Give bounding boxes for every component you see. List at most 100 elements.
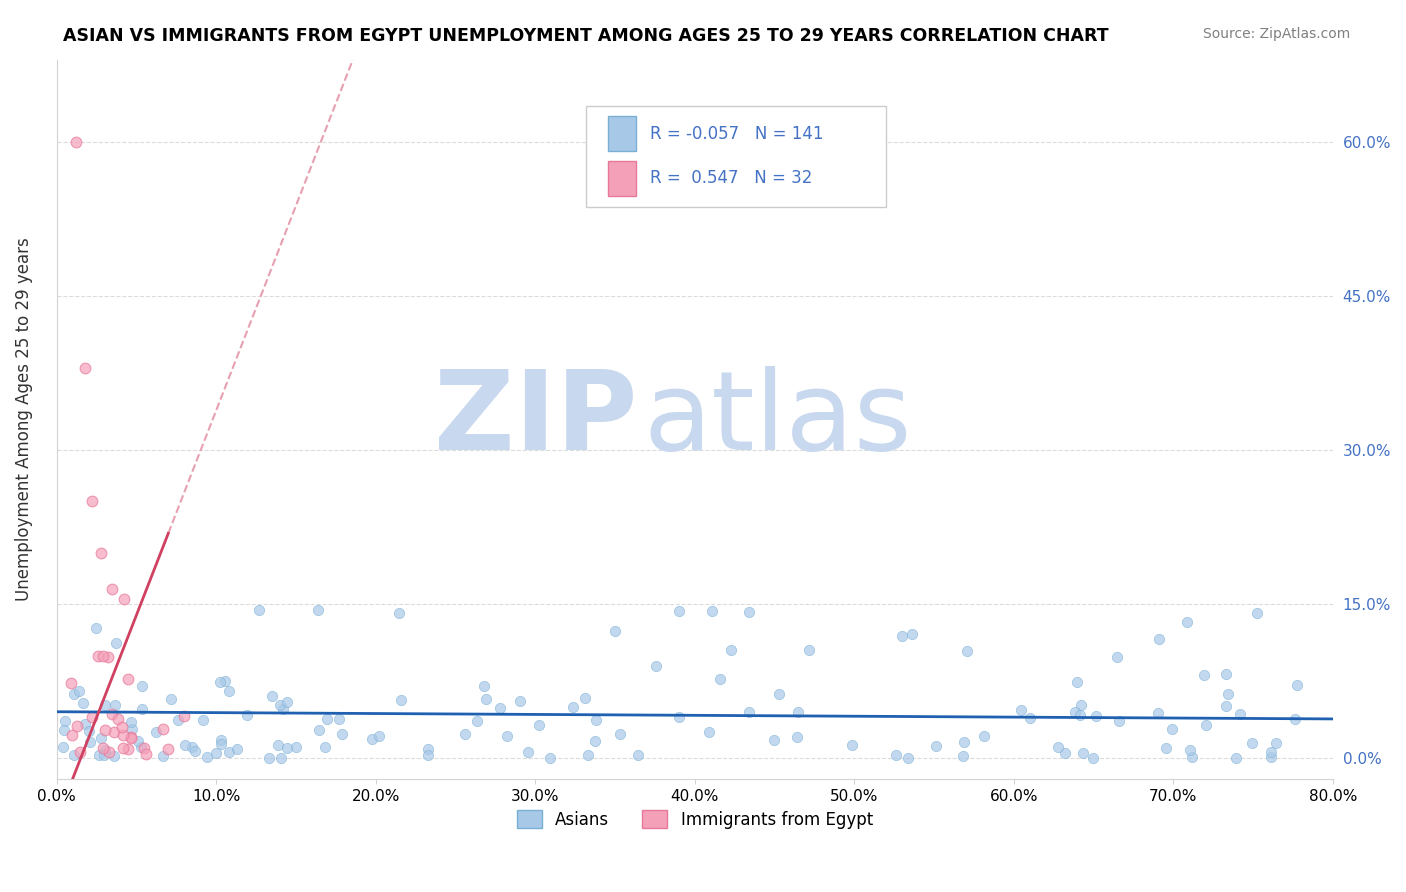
Point xyxy=(1265,736,1288,750)
Point xyxy=(627,748,650,763)
Point xyxy=(167,713,190,727)
Point xyxy=(77,724,100,739)
Point xyxy=(127,734,149,748)
Point xyxy=(131,679,153,693)
Point xyxy=(160,692,183,706)
Point xyxy=(107,712,129,726)
Point xyxy=(183,744,205,758)
Point xyxy=(1156,740,1178,755)
Point xyxy=(841,738,863,752)
Point xyxy=(93,740,115,755)
Point xyxy=(786,730,808,744)
Point xyxy=(267,738,290,752)
FancyBboxPatch shape xyxy=(607,117,636,151)
Point xyxy=(271,702,294,716)
Point xyxy=(529,718,551,732)
Point xyxy=(901,626,924,640)
Point xyxy=(495,729,517,743)
Point xyxy=(1070,698,1092,712)
Point xyxy=(474,691,496,706)
Point xyxy=(111,720,134,734)
Point xyxy=(152,722,174,736)
Point xyxy=(367,729,389,743)
Point xyxy=(75,360,97,375)
Point xyxy=(1066,674,1088,689)
Point xyxy=(257,751,280,765)
Point xyxy=(1010,703,1032,717)
Point xyxy=(218,683,240,698)
Point xyxy=(284,739,307,754)
Point xyxy=(891,629,914,643)
Point xyxy=(1160,723,1182,737)
Point xyxy=(132,741,155,756)
Point xyxy=(94,743,117,757)
Point xyxy=(952,735,974,749)
Point xyxy=(94,698,117,712)
Legend: Asians, Immigrants from Egypt: Asians, Immigrants from Egypt xyxy=(510,804,880,835)
Point xyxy=(195,749,218,764)
Point xyxy=(884,747,907,762)
Point xyxy=(72,696,94,710)
Point xyxy=(768,686,790,700)
Point xyxy=(145,724,167,739)
Point xyxy=(86,621,108,635)
Point xyxy=(1053,747,1076,761)
Point xyxy=(668,710,690,724)
Point xyxy=(53,723,76,737)
Point xyxy=(63,747,86,762)
Point xyxy=(101,707,124,722)
Point xyxy=(276,695,298,709)
Point xyxy=(94,723,117,738)
Point xyxy=(1195,718,1218,732)
Point xyxy=(583,734,606,748)
Point xyxy=(956,644,979,658)
Point xyxy=(117,672,139,686)
Point xyxy=(787,705,810,719)
Point xyxy=(156,741,179,756)
Point xyxy=(174,739,197,753)
Point xyxy=(489,700,512,714)
Point xyxy=(1085,709,1108,723)
Point xyxy=(1216,686,1239,700)
Point xyxy=(214,673,236,688)
Point xyxy=(52,740,75,755)
Point xyxy=(1260,745,1282,759)
Point xyxy=(129,739,152,754)
Point xyxy=(111,740,134,755)
Point xyxy=(509,693,531,707)
Point xyxy=(209,732,232,747)
Point xyxy=(105,636,128,650)
Point xyxy=(93,648,115,663)
Point xyxy=(205,746,228,760)
Point xyxy=(1260,750,1282,764)
Point xyxy=(87,648,110,663)
Point xyxy=(307,603,329,617)
Point xyxy=(181,740,204,755)
Point xyxy=(925,739,948,753)
Point xyxy=(247,603,270,617)
Point xyxy=(316,712,339,726)
Point xyxy=(60,676,83,690)
Point xyxy=(112,592,135,607)
Point xyxy=(63,687,86,701)
Point xyxy=(576,747,599,762)
Point xyxy=(1046,740,1069,755)
Point xyxy=(208,675,231,690)
Point xyxy=(797,642,820,657)
Point xyxy=(53,714,76,729)
Point xyxy=(269,698,291,712)
Point xyxy=(226,741,249,756)
Point xyxy=(131,702,153,716)
Point xyxy=(103,725,125,739)
Point xyxy=(1105,649,1128,664)
Point xyxy=(328,712,350,726)
Point xyxy=(609,726,631,740)
Point xyxy=(738,705,761,719)
Point xyxy=(1083,751,1105,765)
Point xyxy=(605,624,627,638)
Point xyxy=(98,745,121,759)
Text: ZIP: ZIP xyxy=(434,366,637,473)
Point xyxy=(418,742,440,756)
Point xyxy=(1192,668,1215,682)
Point xyxy=(720,642,742,657)
